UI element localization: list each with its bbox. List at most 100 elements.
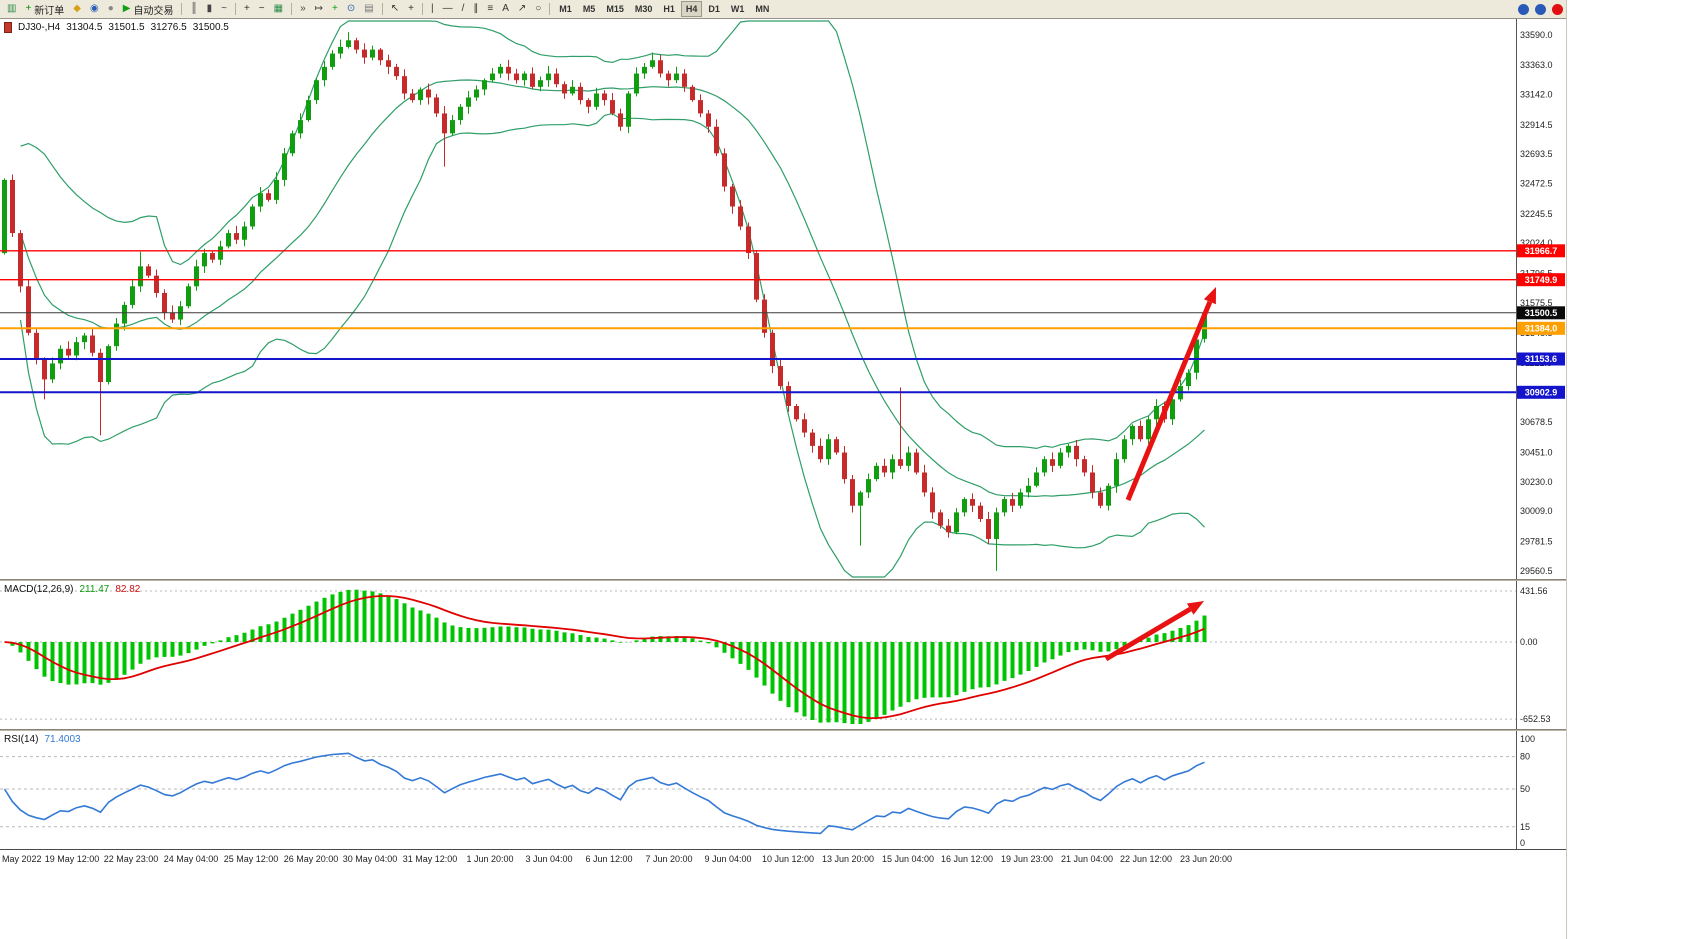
zoom-in-button[interactable]: +: [240, 1, 254, 18]
templates-button[interactable]: ▤: [360, 1, 377, 18]
timeframe-d1[interactable]: D1: [708, 4, 720, 14]
market-icon: ●: [107, 3, 114, 14]
timeframe-m30[interactable]: M30: [634, 4, 653, 14]
rsi-axis-label: 15: [1520, 822, 1530, 832]
candlestick-chart-button[interactable]: ▮: [203, 1, 217, 18]
cursor-button[interactable]: ↖: [387, 1, 403, 18]
chat-icon[interactable]: [1535, 3, 1546, 15]
vertical-line-button[interactable]: |: [427, 1, 438, 18]
bar-chart-icon: ║: [190, 3, 198, 14]
community-icon[interactable]: [1518, 3, 1529, 15]
notifications-icon[interactable]: [1552, 3, 1563, 15]
metaquotes-button[interactable]: ◆: [69, 1, 85, 18]
macd-pane[interactable]: 431.56 0.00 -652.53 MACD(12,26,9) 211.47 8…: [0, 581, 1566, 729]
new-order-button[interactable]: + 新订单: [21, 1, 68, 18]
main-chart-canvas[interactable]: 33590.0 33363.0 33142.0 32914.5 32693.5 32472…: [0, 19, 1566, 579]
time-label: 30 May 04:00: [342, 854, 398, 864]
price-axis-label: 32914.5: [1520, 120, 1553, 130]
rsi-pane[interactable]: 100 80 50 15 0 RSI(14) 71.4003: [0, 731, 1566, 849]
macd-canvas[interactable]: 431.56 0.00 -652.53: [0, 581, 1566, 729]
macd-axis[interactable]: 431.56 0.00 -652.53: [1516, 581, 1551, 729]
rsi-canvas[interactable]: 100 80 50 15 0: [0, 731, 1566, 849]
text-icon: A: [502, 3, 509, 14]
charts-button[interactable]: ▥: [3, 1, 20, 18]
market-button[interactable]: ●: [104, 1, 118, 18]
time-label: 15 Jun 04:00: [881, 854, 935, 864]
price-axis-label: 33590.0: [1520, 30, 1553, 40]
time-label: 7 Jun 20:00: [645, 854, 693, 864]
auto-trading-button[interactable]: ▶ 自动交易: [119, 1, 178, 18]
time-label: 25 May 12:00: [223, 854, 279, 864]
timeframe-m5[interactable]: M5: [582, 4, 596, 14]
price-axis-label: 29560.5: [1520, 566, 1553, 576]
horizontal-lines[interactable]: 31966.7 31749.9 31500.5 31384.0 31153.6 30902…: [0, 244, 1565, 399]
toolbar-separator: [291, 3, 293, 15]
price-axis-label: 30451.0: [1520, 447, 1553, 457]
line-chart-button[interactable]: ~: [217, 1, 231, 18]
price-tag: 30902.9: [1525, 388, 1558, 398]
toolbar-separator: [181, 3, 183, 15]
rsi-axis-label: 50: [1520, 784, 1530, 794]
rsi-levels: [0, 756, 1516, 828]
time-label: 31 May 12:00: [402, 854, 458, 864]
price-tag: 31749.9: [1525, 275, 1558, 285]
arrows-button[interactable]: ↗: [514, 1, 530, 18]
timeframe-w1[interactable]: W1: [730, 4, 745, 14]
horizontal-line-icon: —: [442, 3, 453, 14]
timeframe-h4[interactable]: H4: [680, 1, 703, 17]
cursor-icon: ↖: [390, 3, 400, 14]
shapes-icon: ○: [535, 3, 542, 14]
fibonacci-button[interactable]: ≡: [483, 1, 497, 18]
tile-windows-button[interactable]: ▦: [270, 1, 287, 18]
rsi-axis-label: 0: [1520, 838, 1525, 848]
metaquotes-icon: ◆: [73, 3, 81, 14]
trend-arrow[interactable]: [1125, 287, 1216, 501]
horizontal-line-button[interactable]: —: [439, 1, 457, 18]
zoom-out-icon: −: [258, 3, 265, 14]
trendline-button[interactable]: /: [458, 1, 469, 18]
line-chart-icon: ~: [221, 3, 227, 14]
time-label: 9 Jun 04:00: [704, 854, 752, 864]
channel-button[interactable]: ∥: [469, 1, 482, 18]
price-axis[interactable]: 33590.0 33363.0 33142.0 32914.5 32693.5 32472…: [1516, 19, 1553, 579]
shapes-button[interactable]: ○: [531, 1, 545, 18]
charts-icon: ▥: [7, 3, 17, 14]
new-order-button-label: 新订单: [34, 5, 65, 17]
vertical-line-icon: |: [430, 3, 434, 14]
pane-splitter-1[interactable]: [0, 579, 1566, 581]
time-label: May 2022: [2, 854, 42, 864]
price-tag: 31966.7: [1525, 246, 1558, 256]
timeframe-h1[interactable]: H1: [663, 4, 675, 14]
price-axis-label: 32472.5: [1520, 179, 1553, 189]
periods-button[interactable]: ⊙: [343, 1, 359, 18]
time-label: 24 May 04:00: [163, 854, 219, 864]
chart-shift-button[interactable]: ↦: [311, 1, 327, 18]
time-axis[interactable]: May 2022 19 May 12:00 22 May 23:00 24 May 0…: [0, 849, 1566, 870]
trend-arrow[interactable]: [1104, 601, 1204, 662]
main-chart-pane[interactable]: 33590.0 33363.0 33142.0 32914.5 32693.5 32472…: [0, 19, 1566, 579]
price-axis-label: 30230.0: [1520, 477, 1553, 487]
zoom-out-button[interactable]: −: [255, 1, 269, 18]
periods-icon: ⊙: [346, 3, 356, 14]
crosshair-button[interactable]: +: [404, 1, 418, 18]
price-axis-label: 31575.5: [1520, 298, 1553, 308]
indicators-button[interactable]: +: [328, 1, 342, 18]
bar-chart-button[interactable]: ║: [186, 1, 201, 18]
toolbar: ▥ + 新订单 ◆ ◉ ● ▶ 自动交易 ║ ▮ ~ + − ▦» ↦ + ⊙ ▤ ↖ + | — / ∥ ≡ A ↗ ○ M1 M5 M1…: [0, 0, 1566, 19]
price-axis-label: 32024.0: [1520, 238, 1553, 248]
rsi-axis-label: 100: [1520, 734, 1535, 744]
rsi-axis[interactable]: 100 80 50 15 0: [1516, 731, 1536, 849]
auto-trading-button-label: 自动交易: [133, 5, 174, 17]
community-button[interactable]: ◉: [86, 1, 103, 18]
templates-icon: ▤: [364, 3, 374, 14]
channel-icon: ∥: [473, 3, 479, 14]
pane-splitter-2[interactable]: [0, 729, 1566, 731]
arrows-icon: ↗: [517, 3, 527, 14]
timeframe-m1[interactable]: M1: [559, 4, 572, 14]
timeframe-mn[interactable]: MN: [755, 4, 770, 14]
text-button[interactable]: A: [498, 1, 513, 18]
timeframe-m15[interactable]: M15: [606, 4, 624, 14]
time-label: 26 May 20:00: [283, 854, 339, 864]
auto-trading-icon: ▶: [122, 3, 131, 14]
auto-scroll-button[interactable]: »: [296, 1, 310, 18]
